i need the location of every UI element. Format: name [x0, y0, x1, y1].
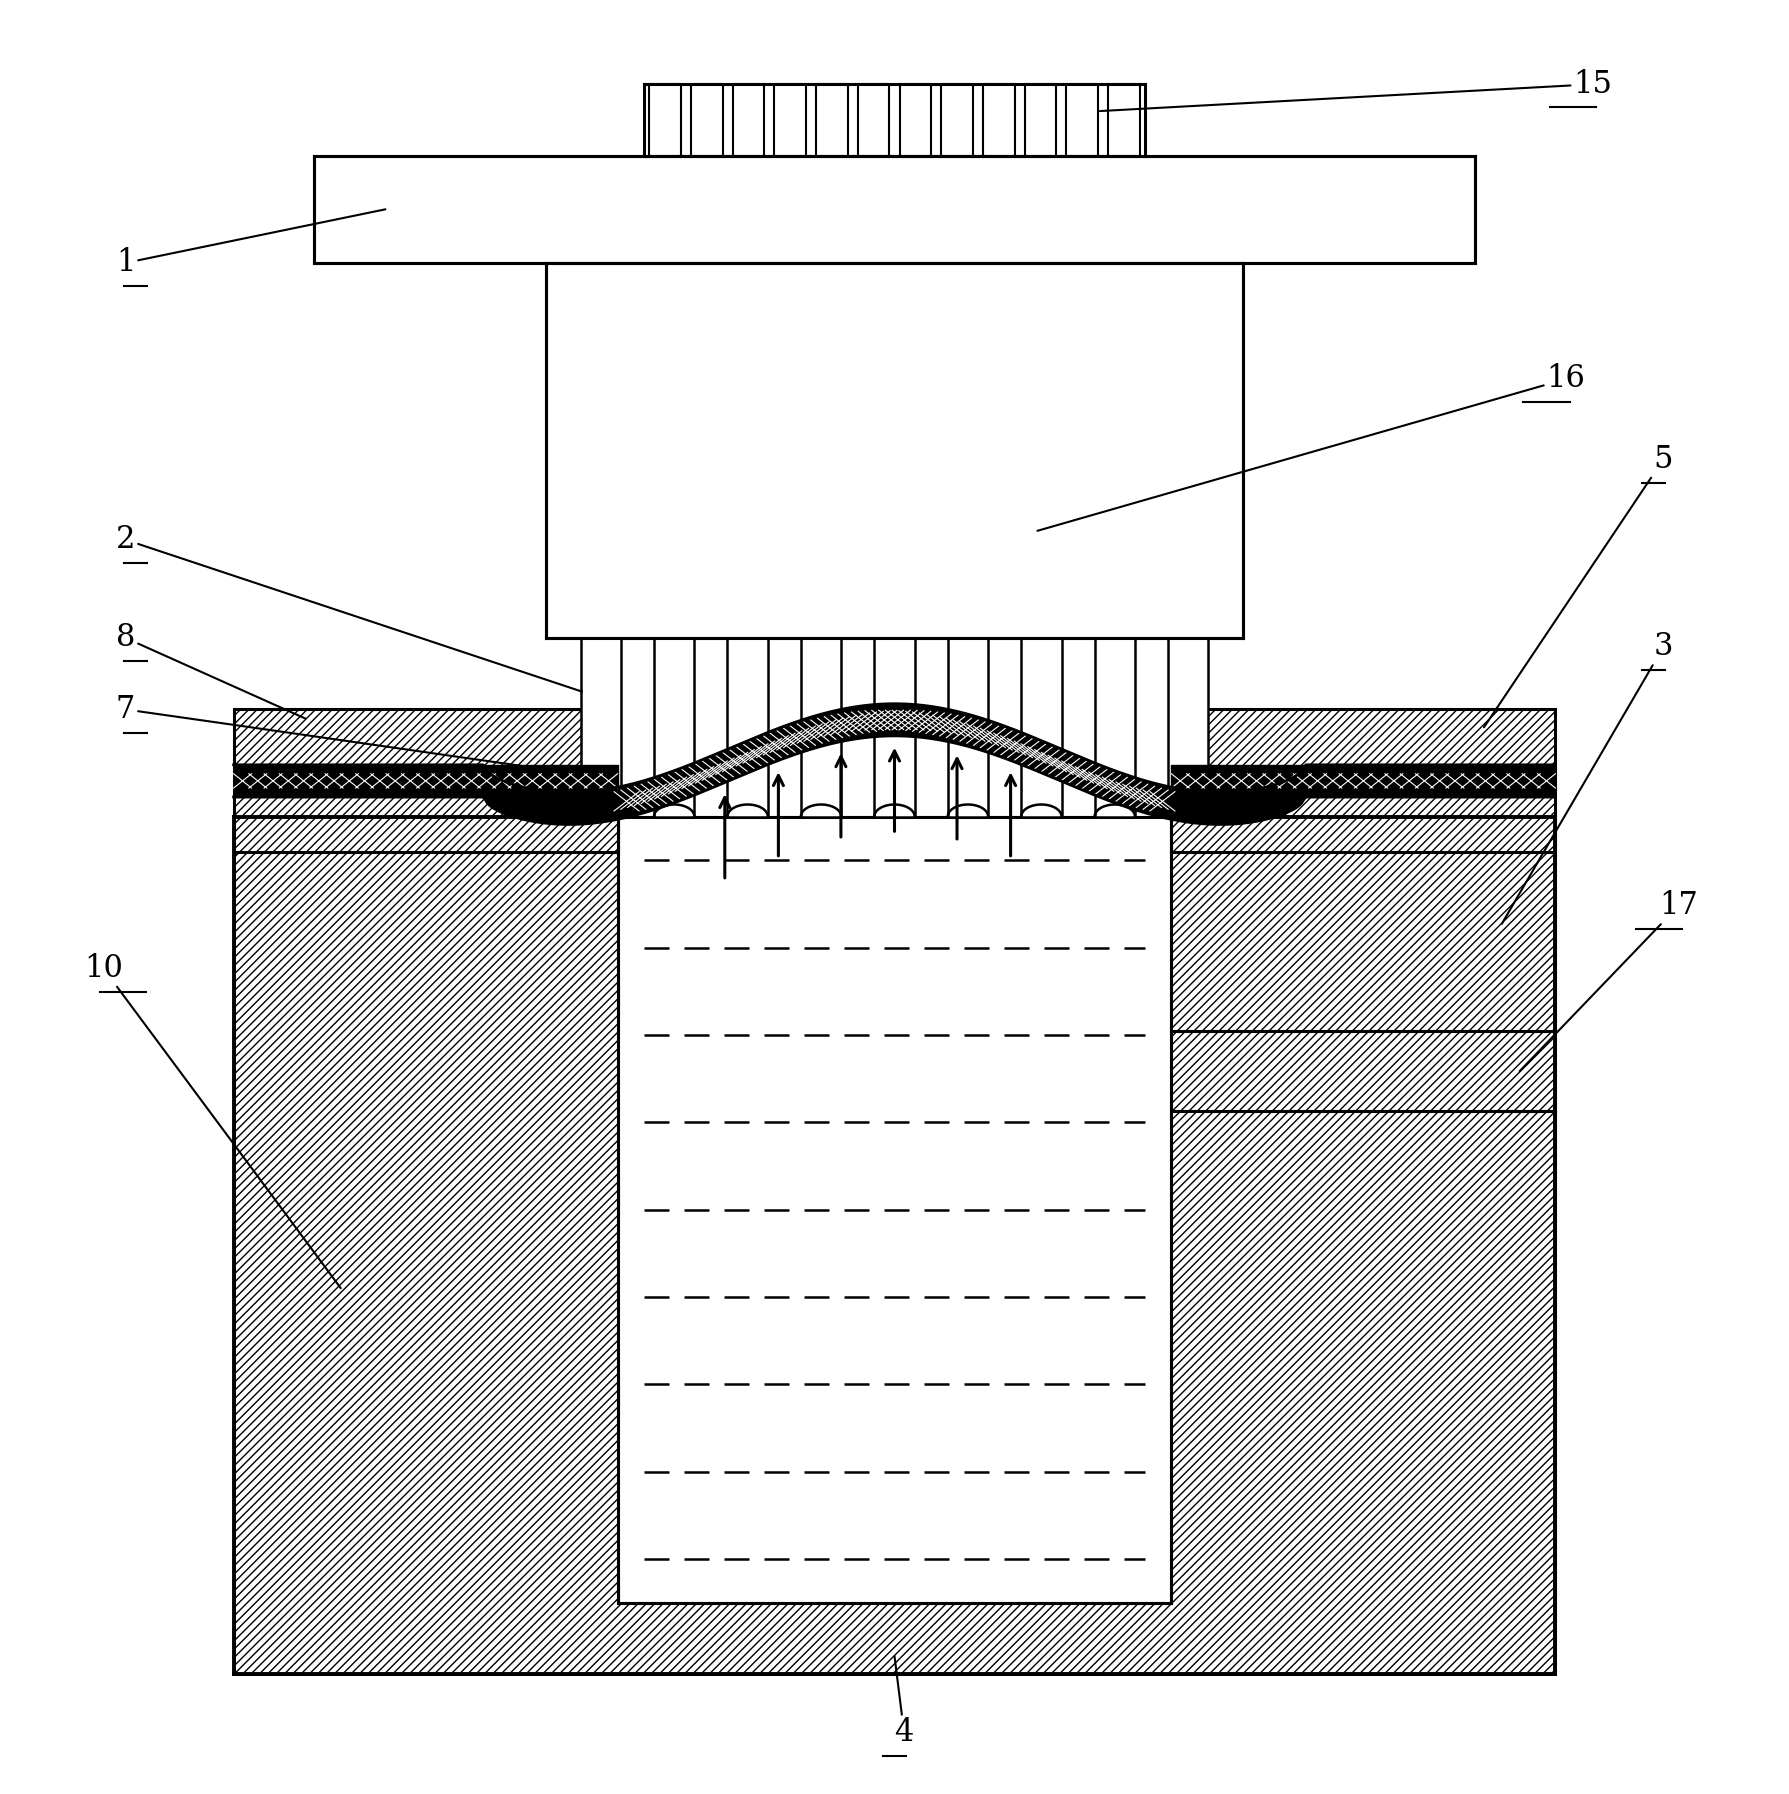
Polygon shape: [816, 84, 848, 156]
Text: 2: 2: [116, 524, 581, 691]
Text: 1: 1: [116, 210, 385, 278]
Text: 4: 4: [894, 1656, 914, 1749]
Text: 17: 17: [1519, 890, 1698, 1071]
Polygon shape: [875, 639, 914, 816]
Polygon shape: [581, 639, 621, 816]
Polygon shape: [733, 84, 764, 156]
Polygon shape: [941, 84, 973, 156]
Polygon shape: [655, 639, 694, 816]
Polygon shape: [857, 84, 889, 156]
Polygon shape: [1168, 639, 1208, 816]
Polygon shape: [649, 84, 682, 156]
Polygon shape: [1107, 84, 1140, 156]
Polygon shape: [982, 84, 1014, 156]
Polygon shape: [1066, 84, 1098, 156]
Polygon shape: [775, 84, 807, 156]
Text: 7: 7: [116, 694, 564, 771]
Polygon shape: [1095, 639, 1134, 816]
Text: 10: 10: [84, 953, 340, 1288]
Polygon shape: [234, 709, 617, 852]
Polygon shape: [728, 639, 767, 816]
Text: 15: 15: [1100, 68, 1612, 111]
Polygon shape: [617, 816, 1172, 1602]
Polygon shape: [546, 264, 1243, 639]
Polygon shape: [1025, 84, 1056, 156]
Polygon shape: [1022, 639, 1061, 816]
Text: 5: 5: [1483, 443, 1673, 727]
Text: 8: 8: [116, 623, 306, 718]
Polygon shape: [900, 84, 932, 156]
Polygon shape: [948, 639, 988, 816]
Polygon shape: [801, 639, 841, 816]
Text: 16: 16: [1038, 364, 1585, 531]
Polygon shape: [315, 156, 1474, 264]
Text: 3: 3: [1501, 631, 1673, 924]
Polygon shape: [1172, 709, 1555, 852]
Polygon shape: [234, 816, 1555, 1674]
Polygon shape: [691, 84, 723, 156]
